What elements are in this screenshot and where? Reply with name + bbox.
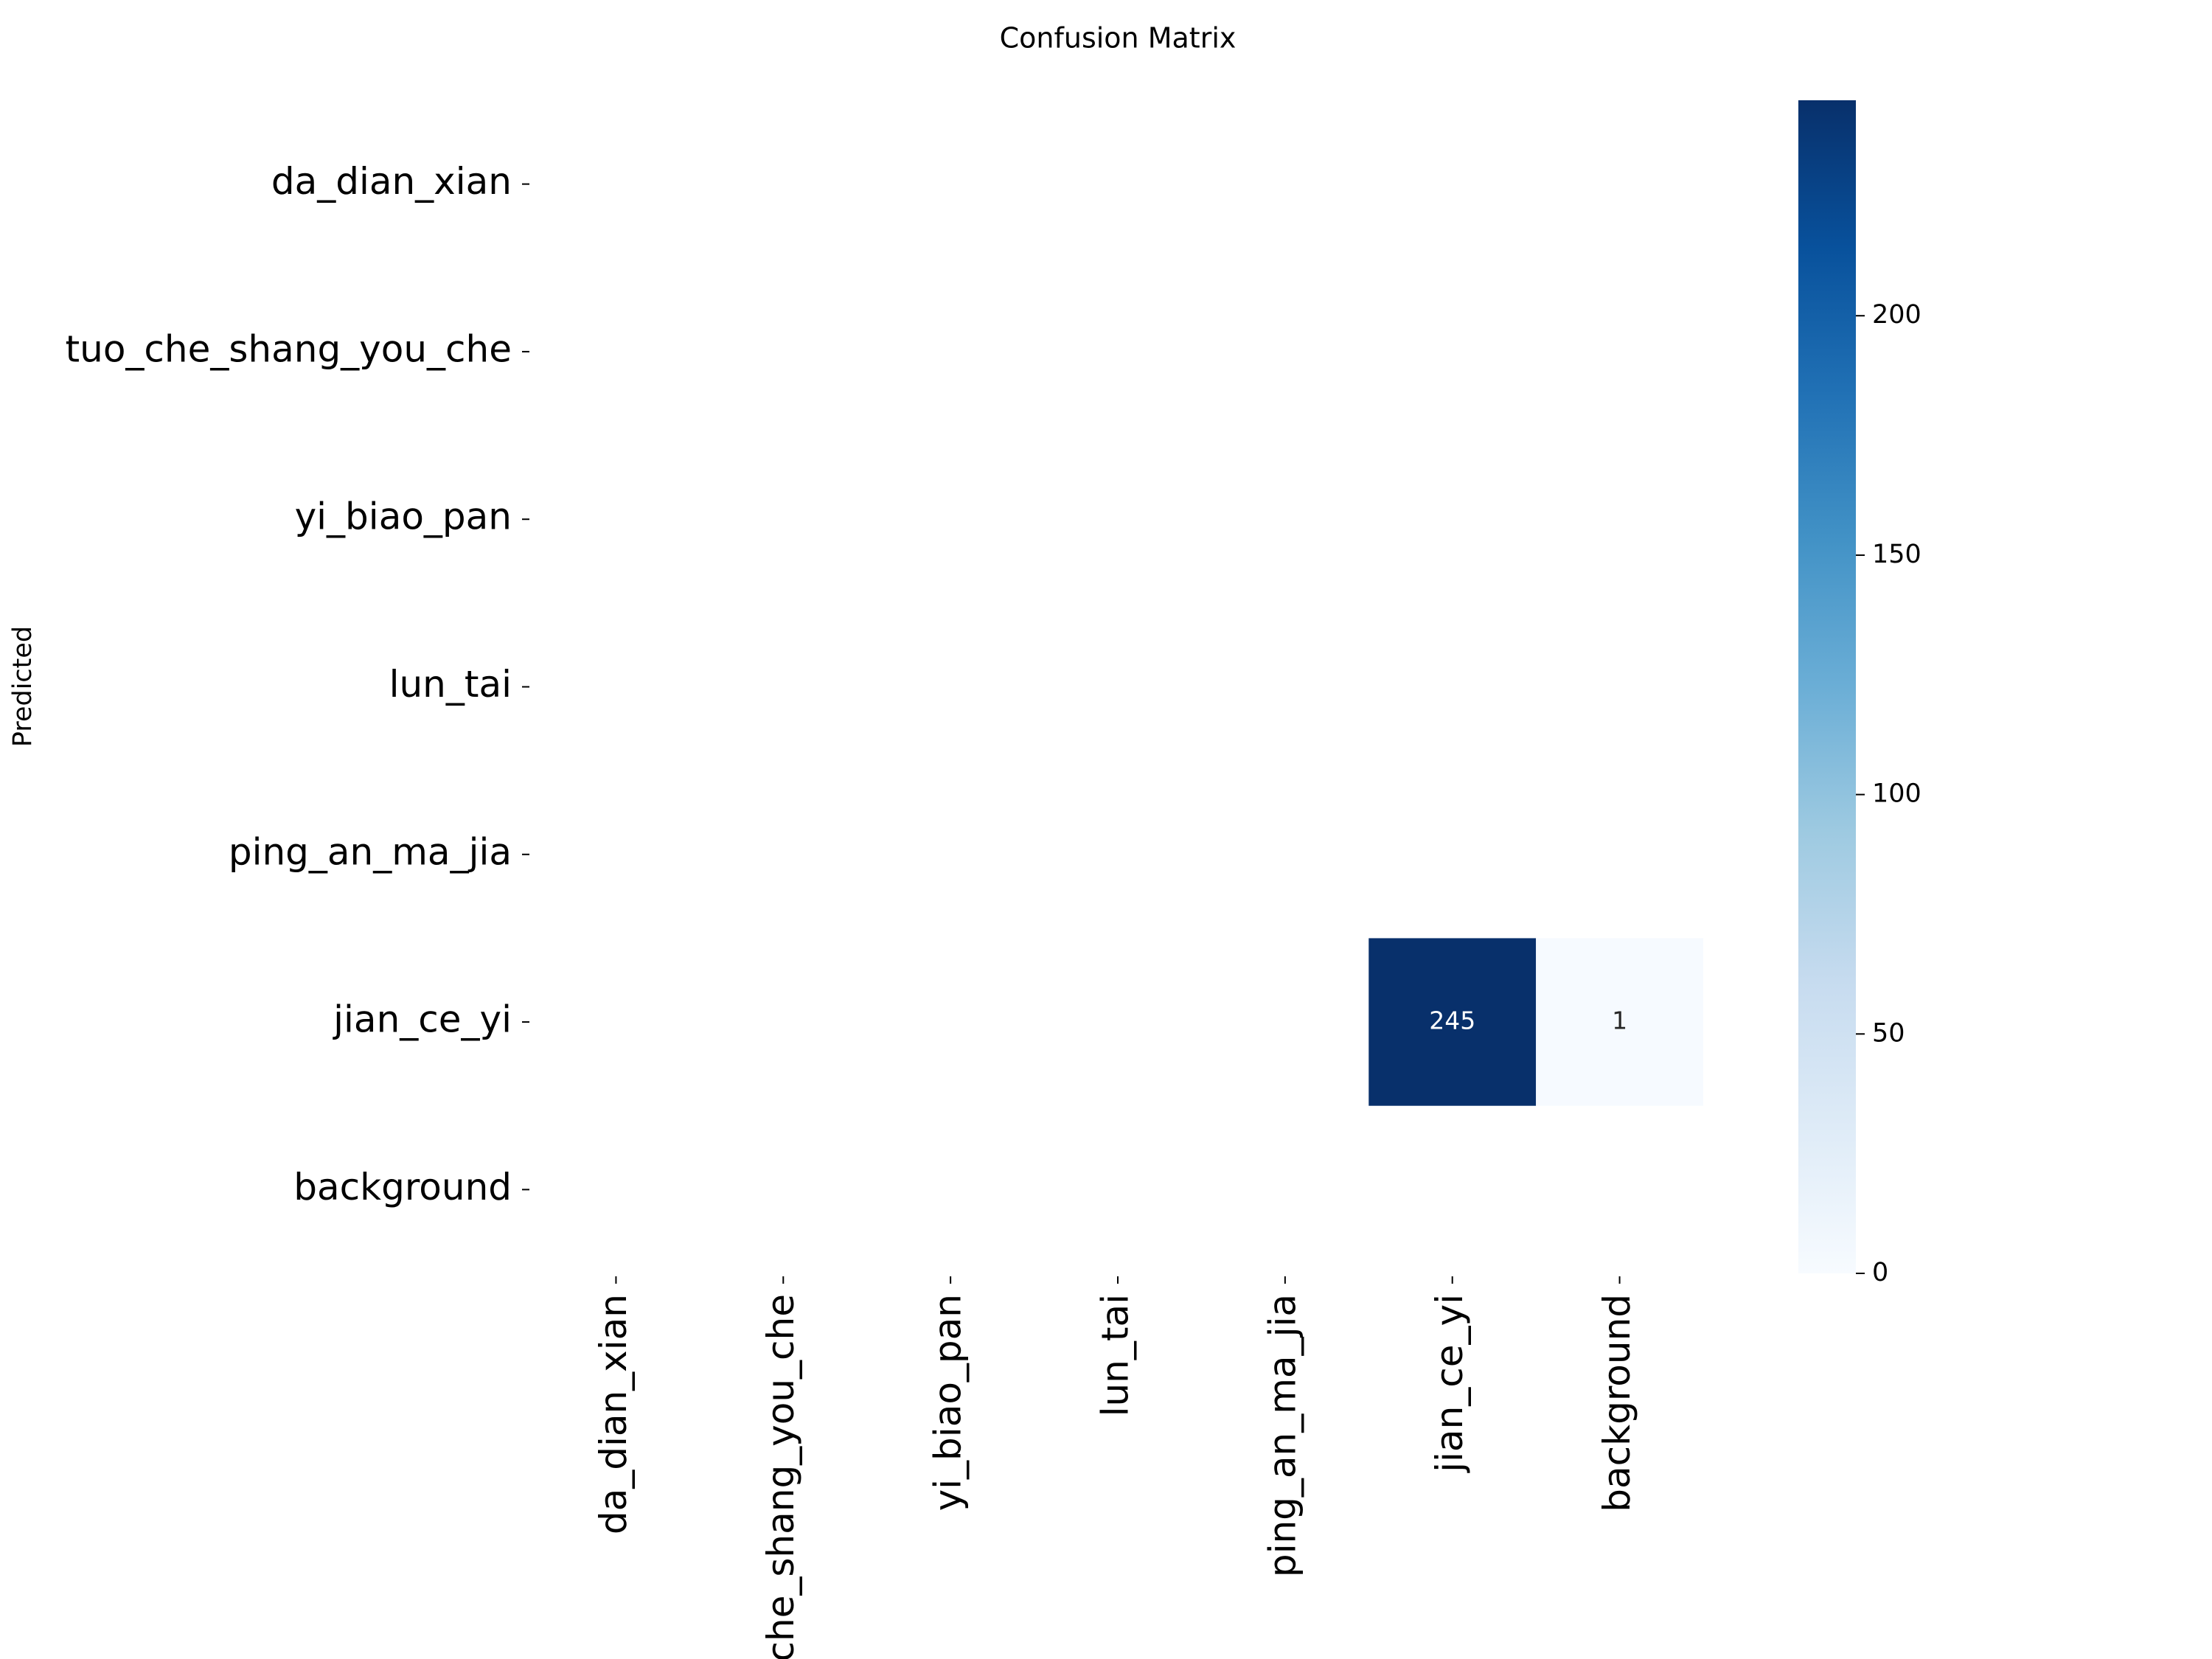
cell-label: 245 <box>1429 1006 1475 1035</box>
y-tick-label: ping_an_ma_jia <box>229 830 512 873</box>
colorbar-tick-label: 150 <box>1872 540 1921 569</box>
y-tick-label: yi_biao_pan <box>295 495 512 538</box>
chart-title: Confusion Matrix <box>1000 22 1237 55</box>
y-tick-label: background <box>293 1166 512 1208</box>
x-tick-label: yi_biao_pan <box>927 1294 970 1511</box>
cell-label: 1 <box>1612 1006 1627 1035</box>
x-tick-label: lun_tai <box>1094 1294 1137 1416</box>
cell <box>1536 938 1703 1106</box>
y-tick-label: lun_tai <box>389 663 512 706</box>
y-tick-label: da_dian_xian <box>271 160 512 203</box>
colorbar-tick-label: 0 <box>1872 1258 1888 1287</box>
colorbar-tick-label: 100 <box>1872 779 1921 809</box>
x-tick-label: ping_an_ma_jia <box>1261 1294 1304 1577</box>
colorbar-tick-label: 200 <box>1872 300 1921 330</box>
x-tick-label: jian_ce_yi <box>1428 1294 1471 1473</box>
y-axis-label: Predicted <box>8 626 38 747</box>
cell <box>1368 938 1537 1106</box>
colorbar-tick-label: 50 <box>1872 1018 1905 1048</box>
x-tick-label: tuo_che_shang_you_che <box>759 1294 802 1659</box>
x-tick-label: background <box>1596 1294 1638 1512</box>
y-tick-label: tuo_che_shang_you_che <box>66 327 512 370</box>
x-tick-label: da_dian_xian <box>592 1294 635 1534</box>
colorbar <box>1798 100 1856 1273</box>
y-tick-label: jian_ce_yi <box>333 998 512 1041</box>
